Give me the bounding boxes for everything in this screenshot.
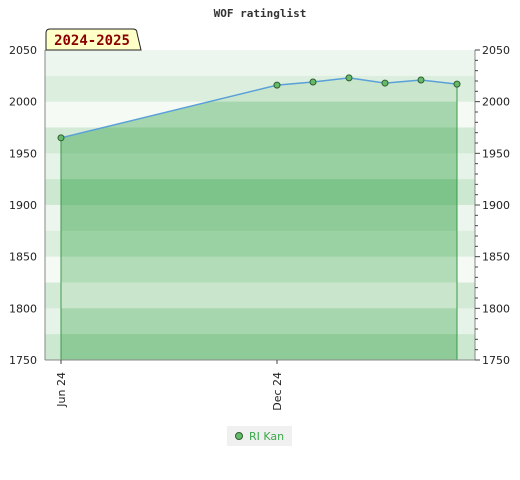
y-tick-label-right: 2000 [482, 96, 510, 109]
x-tick-label: Jun 24 [55, 372, 68, 408]
area-band [61, 334, 457, 361]
legend: RI Kan [227, 426, 293, 446]
y-tick-label-left: 1950 [9, 147, 37, 160]
data-point[interactable] [453, 80, 461, 88]
data-point[interactable] [381, 79, 389, 87]
data-point[interactable] [273, 81, 281, 89]
legend-label: RI Kan [249, 429, 285, 443]
area-band [61, 153, 457, 180]
area-band [61, 179, 457, 206]
axes: 1750 1750 1800 1800 1850 1850 1900 1900 1950 1950… [9, 44, 510, 411]
y-tick-label-right: 1750 [482, 354, 510, 367]
legend-marker-icon [235, 432, 243, 440]
season-badge: 2024-2025 [45, 28, 142, 51]
data-point[interactable] [417, 76, 425, 84]
x-tick-label: Dec 24 [271, 372, 284, 411]
y-tick-label-left: 1850 [9, 251, 37, 264]
y-tick-label-left: 2000 [9, 96, 37, 109]
data-point[interactable] [57, 134, 65, 142]
area-band [61, 256, 457, 283]
y-tick-label-left: 1900 [9, 199, 37, 212]
area-band [61, 204, 457, 232]
data-point[interactable] [309, 78, 317, 86]
y-tick-label-right: 1950 [482, 147, 510, 160]
area-layer [60, 77, 458, 361]
bg-band [45, 50, 475, 77]
season-badge-label: 2024-2025 [54, 33, 130, 49]
y-tick-label-right: 2050 [482, 44, 510, 57]
y-tick-label-right: 1800 [482, 302, 510, 315]
y-tick-label-left: 2050 [9, 44, 37, 57]
area-band [61, 282, 457, 309]
y-tick-label-right: 1900 [482, 199, 510, 212]
area-band [61, 308, 457, 335]
y-tick-label-left: 1750 [9, 354, 37, 367]
chart-title: WOF ratinglist [214, 7, 307, 20]
points-layer [57, 74, 461, 142]
y-tick-label-right: 1850 [482, 251, 510, 264]
y-tick-label-left: 1800 [9, 302, 37, 315]
data-point[interactable] [345, 74, 353, 82]
area-band [61, 230, 457, 258]
area-band [61, 127, 457, 154]
